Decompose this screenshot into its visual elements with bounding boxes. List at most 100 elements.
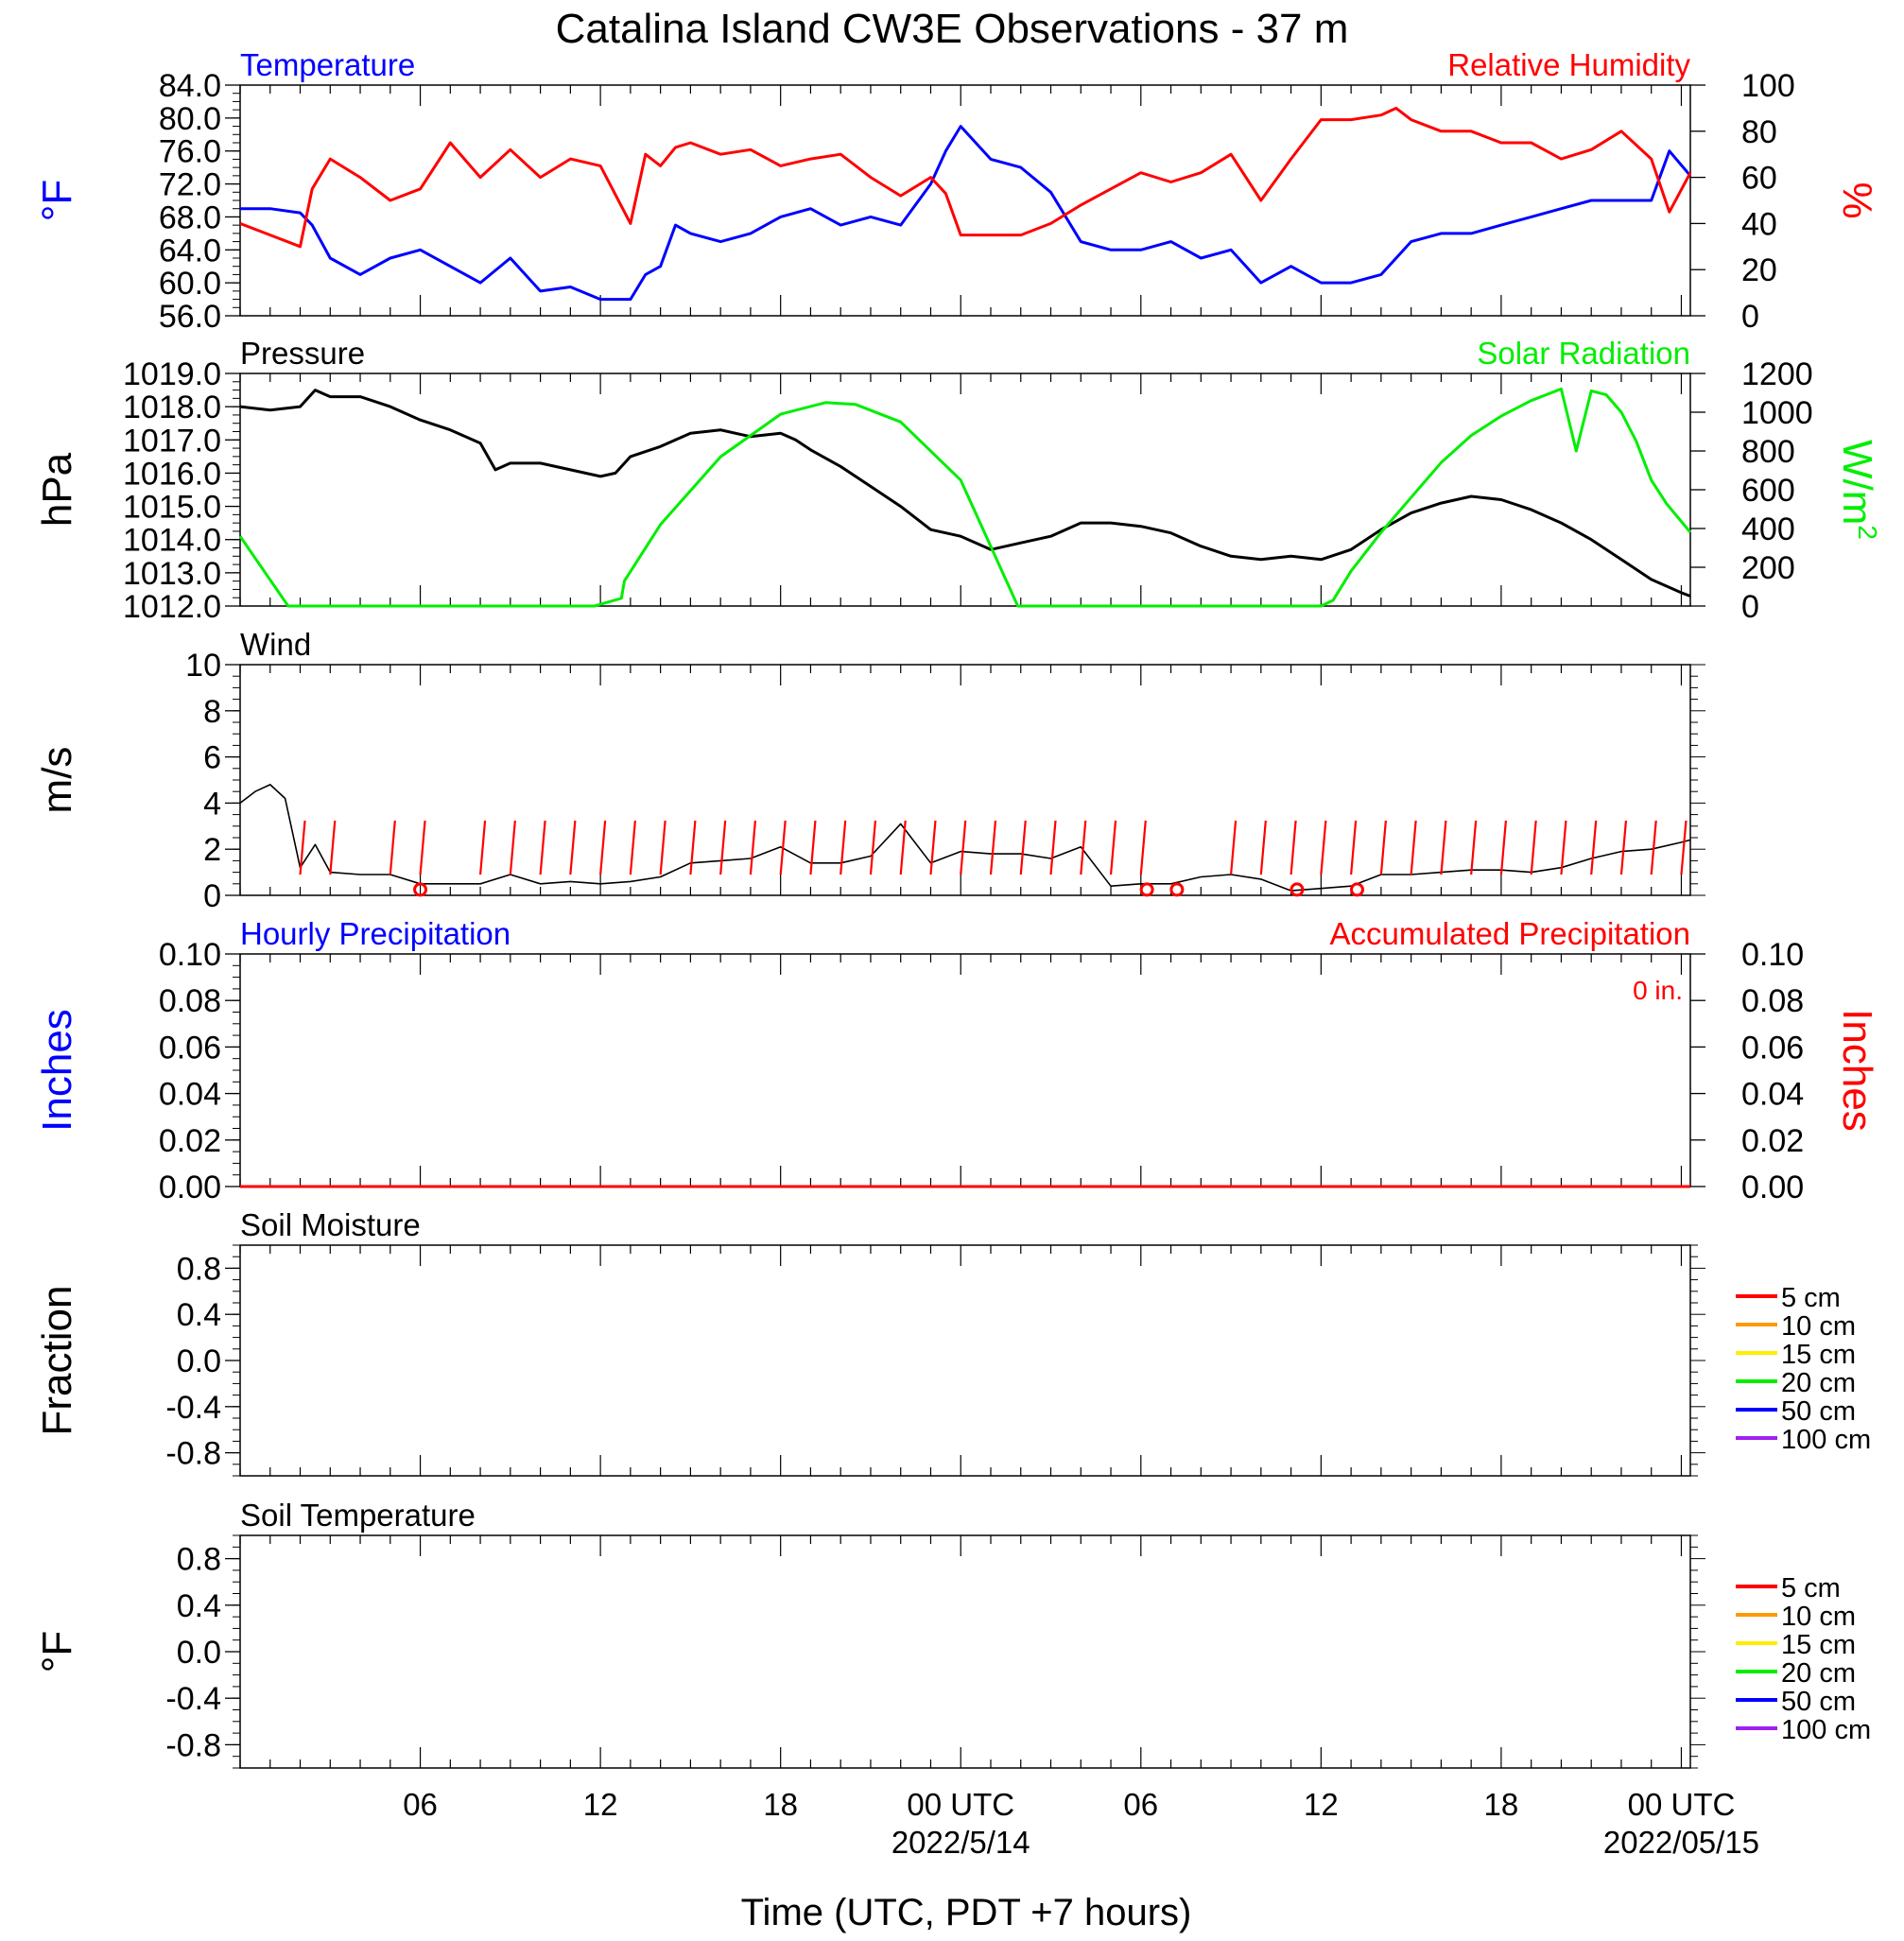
plot-frame [239, 953, 1691, 1187]
y2-tick-label: 0.02 [1741, 1123, 1804, 1159]
panel-precip: 0.00 0.02 0.04 0.06 0.08 0.10 0.00 0.02 0.04 0.06… [34, 916, 1880, 1205]
legend-label: 20 cm [1781, 1368, 1856, 1398]
plot-frame [239, 1534, 1691, 1769]
wind-vector [1049, 820, 1057, 875]
wind-vector [1139, 820, 1147, 875]
chart-title: Catalina Island CW3E Observations - 37 m [556, 6, 1349, 52]
wind-vector [539, 820, 546, 875]
wind-vector [629, 820, 636, 875]
y-tick-label: 1012.0 [123, 589, 221, 625]
y2-tick-label: 100 [1741, 68, 1795, 104]
calm-marker [1169, 882, 1185, 897]
y-tick-label: 64.0 [159, 233, 221, 269]
calm-marker [1290, 882, 1305, 897]
legend-label: 15 cm [1781, 1340, 1856, 1370]
accumulated-annotation: 0 in. [1633, 976, 1683, 1005]
unit-superscript: 2 [1853, 525, 1882, 540]
y-tick-label: 60.0 [159, 266, 221, 302]
wind-vector [809, 820, 817, 875]
y-tick-label: 1017.0 [123, 423, 221, 459]
y-tick-label: -0.4 [165, 1681, 221, 1717]
wind-vector [1320, 820, 1327, 875]
y-tick-label: 0.4 [177, 1588, 221, 1624]
y2-tick-label: 600 [1741, 473, 1795, 509]
y-tick-label: 80.0 [159, 101, 221, 137]
wind-vector [1560, 820, 1567, 875]
y-tick-label: 6 [203, 740, 221, 776]
y-tick-label: 1019.0 [123, 356, 221, 392]
y-axis-label: Fraction [34, 1286, 80, 1436]
y-tick-label: 0.00 [159, 1170, 221, 1205]
y2-tick-label: 20 [1741, 252, 1777, 288]
y-tick-label: 0 [203, 878, 221, 914]
wind-vector [1650, 820, 1657, 875]
y-tick-label: 84.0 [159, 68, 221, 104]
wind-vector [1590, 820, 1598, 875]
wind-vector [1680, 820, 1688, 875]
y-tick-label: 10 [185, 648, 221, 684]
legend-label: 15 cm [1781, 1630, 1856, 1660]
x-tick-label: 18 [763, 1787, 798, 1822]
x-tick-label: 12 [1304, 1787, 1339, 1822]
y-tick-label: 0.02 [159, 1123, 221, 1159]
panel-title-left: Soil Moisture [240, 1207, 421, 1242]
wind-vector [689, 820, 697, 875]
y-tick-label: 0.06 [159, 1030, 221, 1066]
legend-label: 50 cm [1781, 1396, 1856, 1427]
wind-vector [1530, 820, 1537, 875]
x-tick-label: 06 [1123, 1787, 1158, 1822]
y2-tick-label: 0.04 [1741, 1077, 1804, 1113]
y-tick-label: 0.8 [177, 1251, 221, 1287]
series-pressure [239, 389, 1691, 598]
x-tick-label: 00 UTC [907, 1787, 1014, 1822]
x-tick-label: 00 UTC [1628, 1787, 1736, 1822]
y-tick-label: 0.8 [177, 1542, 221, 1578]
wind-vector [1470, 820, 1478, 875]
y-tick-label: -0.8 [165, 1436, 221, 1472]
plot-frame [239, 84, 1691, 317]
legend-label: 20 cm [1781, 1658, 1856, 1689]
wind-vector [389, 820, 396, 875]
wind-vector [569, 820, 577, 875]
legend-label: 10 cm [1781, 1311, 1856, 1342]
x-tick-label: 12 [583, 1787, 618, 1822]
y2-tick-label: 40 [1741, 206, 1777, 242]
calm-marker [1349, 882, 1364, 897]
panel-wind: 0 2 4 6 8 10 Wind m/s [34, 627, 1705, 914]
wind-vector [960, 820, 967, 875]
panel-title-left: Wind [240, 627, 311, 662]
calm-marker [1139, 882, 1154, 897]
wind-vector [749, 820, 757, 875]
y-tick-label: 1016.0 [123, 456, 221, 492]
y-tick-label: 8 [203, 694, 221, 730]
y2-tick-label: 400 [1741, 511, 1795, 547]
y2-tick-label: 1000 [1741, 395, 1813, 431]
y-tick-label: 56.0 [159, 299, 221, 335]
legend-label: 100 cm [1781, 1715, 1871, 1745]
y2-tick-label: 0.00 [1741, 1170, 1804, 1205]
panel-title-left: Temperature [240, 47, 415, 82]
panel-soilm: -0.8 -0.4 0.0 0.4 0.8 Soil Moisture Fraction 5 … [34, 1207, 1871, 1477]
wind-vector [899, 820, 907, 875]
wind-vector [1619, 820, 1628, 875]
y2-tick-label: 1200 [1741, 356, 1813, 392]
y2-axis-label: W/m2 [1834, 440, 1882, 540]
x-tick-date: 2022/05/15 [1603, 1825, 1759, 1860]
panel-title-left: Soil Temperature [240, 1498, 476, 1533]
y-tick-label: 1013.0 [123, 556, 221, 592]
x-tick-label: 18 [1484, 1787, 1519, 1822]
y2-tick-label: 0 [1741, 299, 1759, 335]
legend-label: 50 cm [1781, 1687, 1856, 1717]
panel-title-left: Pressure [240, 336, 365, 371]
panel-title-left: Hourly Precipitation [240, 916, 511, 951]
y2-axis-label: Inches [1834, 1009, 1880, 1132]
y-tick-label: 0.0 [177, 1343, 221, 1379]
wind-vector [1229, 820, 1238, 875]
series-relative-humidity [239, 106, 1692, 249]
wind-vector [1080, 820, 1087, 875]
panel-pressure: 1012.01013.01014.01015.01016.01017.01018… [34, 336, 1882, 625]
wind-vector [929, 820, 937, 875]
wind-vector [1109, 820, 1117, 875]
panel-title-right: Relative Humidity [1447, 47, 1690, 82]
